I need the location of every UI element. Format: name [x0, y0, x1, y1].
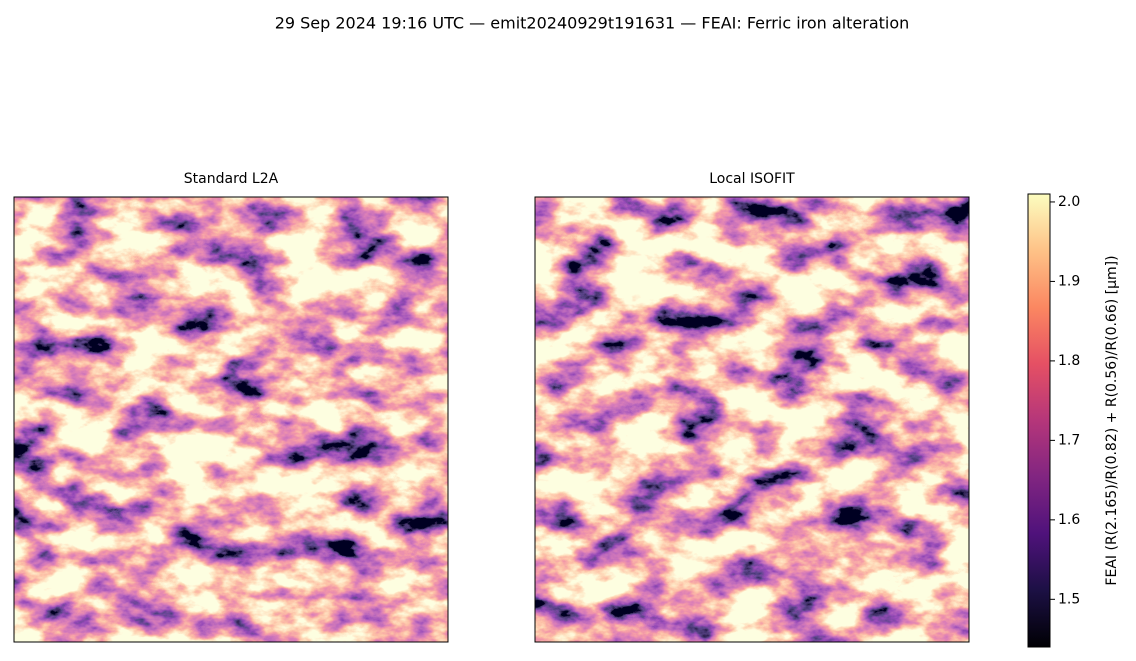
panel-title: Standard L2A — [184, 171, 279, 187]
figure-title: 29 Sep 2024 19:16 UTC — emit20240929t191… — [275, 14, 910, 33]
colorbar-label: FEAI (R(2.165)/R(0.82) + R(0.56)/R(0.66)… — [1104, 255, 1120, 585]
colorbar-tick-label: 2.0 — [1058, 194, 1080, 210]
panel-frame — [534, 196, 970, 643]
colorbar-tick-label: 1.7 — [1058, 432, 1080, 448]
colorbar-tick-label: 1.6 — [1058, 512, 1080, 528]
panel-title: Local ISOFIT — [709, 171, 795, 187]
colorbar-tick-label: 1.9 — [1058, 273, 1080, 289]
panel-frame — [13, 196, 449, 643]
colorbar-tick-label: 1.8 — [1058, 353, 1080, 369]
colorbar — [1027, 193, 1051, 648]
image-panel — [535, 197, 969, 642]
colorbar-tick-label: 1.5 — [1058, 591, 1080, 607]
image-panel — [14, 197, 448, 642]
